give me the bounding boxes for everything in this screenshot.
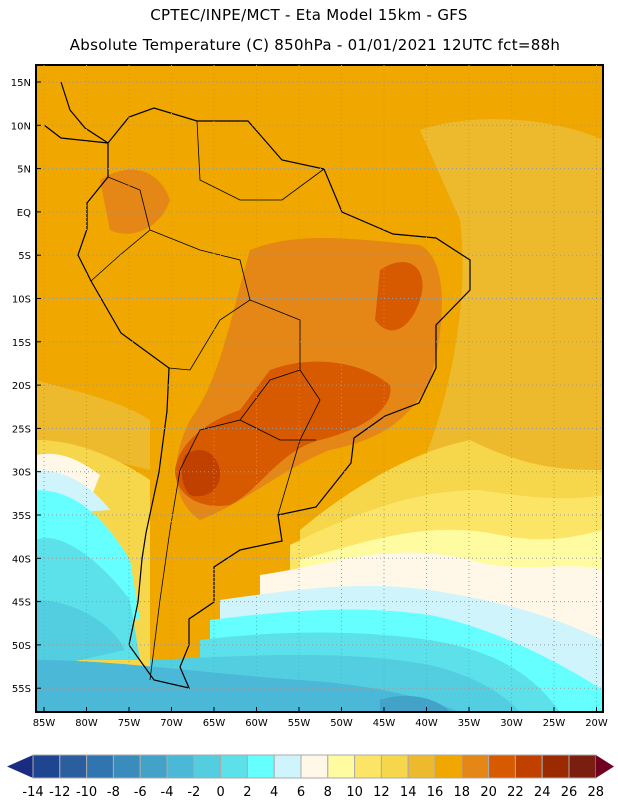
colorbar-bin (32, 754, 61, 779)
lat-label: 15N (11, 78, 31, 89)
colorbar-bin (407, 754, 436, 779)
colorbar-bin (461, 754, 490, 779)
colorbar-label: 10 (346, 785, 363, 800)
temperature-field (36, 65, 603, 712)
colorbar-label: 20 (480, 785, 497, 800)
lat-label: 55S (12, 684, 31, 695)
colorbar-bin (568, 754, 597, 779)
lat-label: 10S (12, 295, 31, 306)
chart-title: CPTEC/INPE/MCT - Eta Model 15km - GFS (150, 6, 468, 24)
lat-label: 35S (12, 511, 31, 522)
lon-label: 30W (500, 718, 523, 729)
lat-label: 5S (18, 251, 31, 262)
colorbar-bin (434, 754, 463, 779)
chart-subtitle: Absolute Temperature (C) 850hPa - 01/01/… (69, 36, 561, 54)
colorbar-label: -8 (107, 785, 120, 800)
colorbar-label: 8 (324, 785, 332, 800)
colorbar-bin (354, 754, 382, 779)
field-22-24 (181, 450, 221, 497)
lon-label: 85W (33, 718, 56, 729)
colorbar-label: 12 (373, 785, 390, 800)
colorbar-bin (220, 754, 248, 779)
colorbar-label: 2 (243, 785, 251, 800)
colorbar-label: -14 (22, 785, 43, 800)
lon-label: 35W (458, 718, 481, 729)
colorbar-label: 14 (400, 785, 417, 800)
coastline (43, 81, 471, 689)
colorbar-label: 4 (270, 785, 278, 800)
lat-label: 10N (11, 121, 31, 132)
lon-label: 50W (330, 718, 353, 729)
colorbar-bin (86, 754, 114, 779)
field-minus4-minus2 (36, 660, 460, 712)
colorbar-label: 28 (588, 785, 605, 800)
lat-label: 40S (12, 554, 31, 565)
colorbar-bin (273, 754, 302, 779)
lon-label: 60W (245, 718, 268, 729)
colorbar-over-arrow (595, 755, 614, 778)
colorbar-label: 26 (561, 785, 578, 800)
colorbar-label: -2 (187, 785, 200, 800)
country-borders (90, 120, 325, 681)
lon-label: 75W (118, 718, 141, 729)
lat-label: 15S (12, 338, 31, 349)
latitude-axis: 15N 10N 5N EQ 5S 10S 15S 20S 25S 30S 35S 40S 45S 50S 5… (11, 78, 41, 695)
lat-label: 5N (17, 165, 31, 176)
lat-label: 25S (12, 424, 31, 435)
colorbar-label: -4 (161, 785, 174, 800)
colorbar-bin (300, 754, 329, 779)
colorbar-bin (166, 754, 195, 779)
colorbar-bin (380, 754, 409, 779)
colorbar-bin (246, 754, 275, 779)
colorbar-label: 24 (534, 785, 551, 800)
lat-label: 45S (12, 598, 31, 609)
lat-label: EQ (17, 208, 31, 219)
colorbar-bin (514, 754, 543, 779)
field-18-20 (100, 169, 442, 520)
lon-label: 70W (160, 718, 183, 729)
lon-label: 20W (585, 718, 608, 729)
colorbar-label: 22 (507, 785, 524, 800)
colorbar-bin (59, 754, 88, 779)
map-frame (35, 64, 604, 713)
colorbar-bin (193, 754, 222, 779)
colorbar-bin (541, 754, 570, 779)
lon-label: 45W (373, 718, 396, 729)
colorbar-label: -6 (134, 785, 147, 800)
colorbar-bin (112, 754, 141, 779)
colorbar-label: 6 (297, 785, 305, 800)
colorbar: -14 -12 -10 -8 -6 -4 -2 0 2 4 6 8 10 12 14 16 18 20 22 24 26… (7, 754, 614, 800)
colorbar-label: 16 (427, 785, 444, 800)
colorbar-label: 18 (454, 785, 471, 800)
lat-label: 30S (12, 468, 31, 479)
colorbar-label: 0 (216, 785, 224, 800)
colorbar-bin (488, 754, 516, 779)
colorbar-label: -10 (76, 785, 97, 800)
lon-label: 65W (203, 718, 226, 729)
lon-label: 40W (415, 718, 438, 729)
colorbar-bin (139, 754, 168, 779)
colorbar-label: -12 (49, 785, 70, 800)
colorbar-under-arrow (7, 755, 33, 778)
field-minus6-minus4 (380, 695, 450, 712)
lon-label: 55W (288, 718, 311, 729)
lat-label: 50S (12, 641, 31, 652)
longitude-axis: 85W 80W 75W 70W 65W 60W 55W 50W 45W 40W 35W 30W 25W 2… (33, 707, 608, 729)
gridlines (36, 65, 603, 712)
lon-label: 80W (75, 718, 98, 729)
colorbar-bin (327, 754, 356, 779)
lat-label: 20S (12, 381, 31, 392)
field-20-22 (175, 261, 423, 506)
lon-label: 25W (543, 718, 566, 729)
